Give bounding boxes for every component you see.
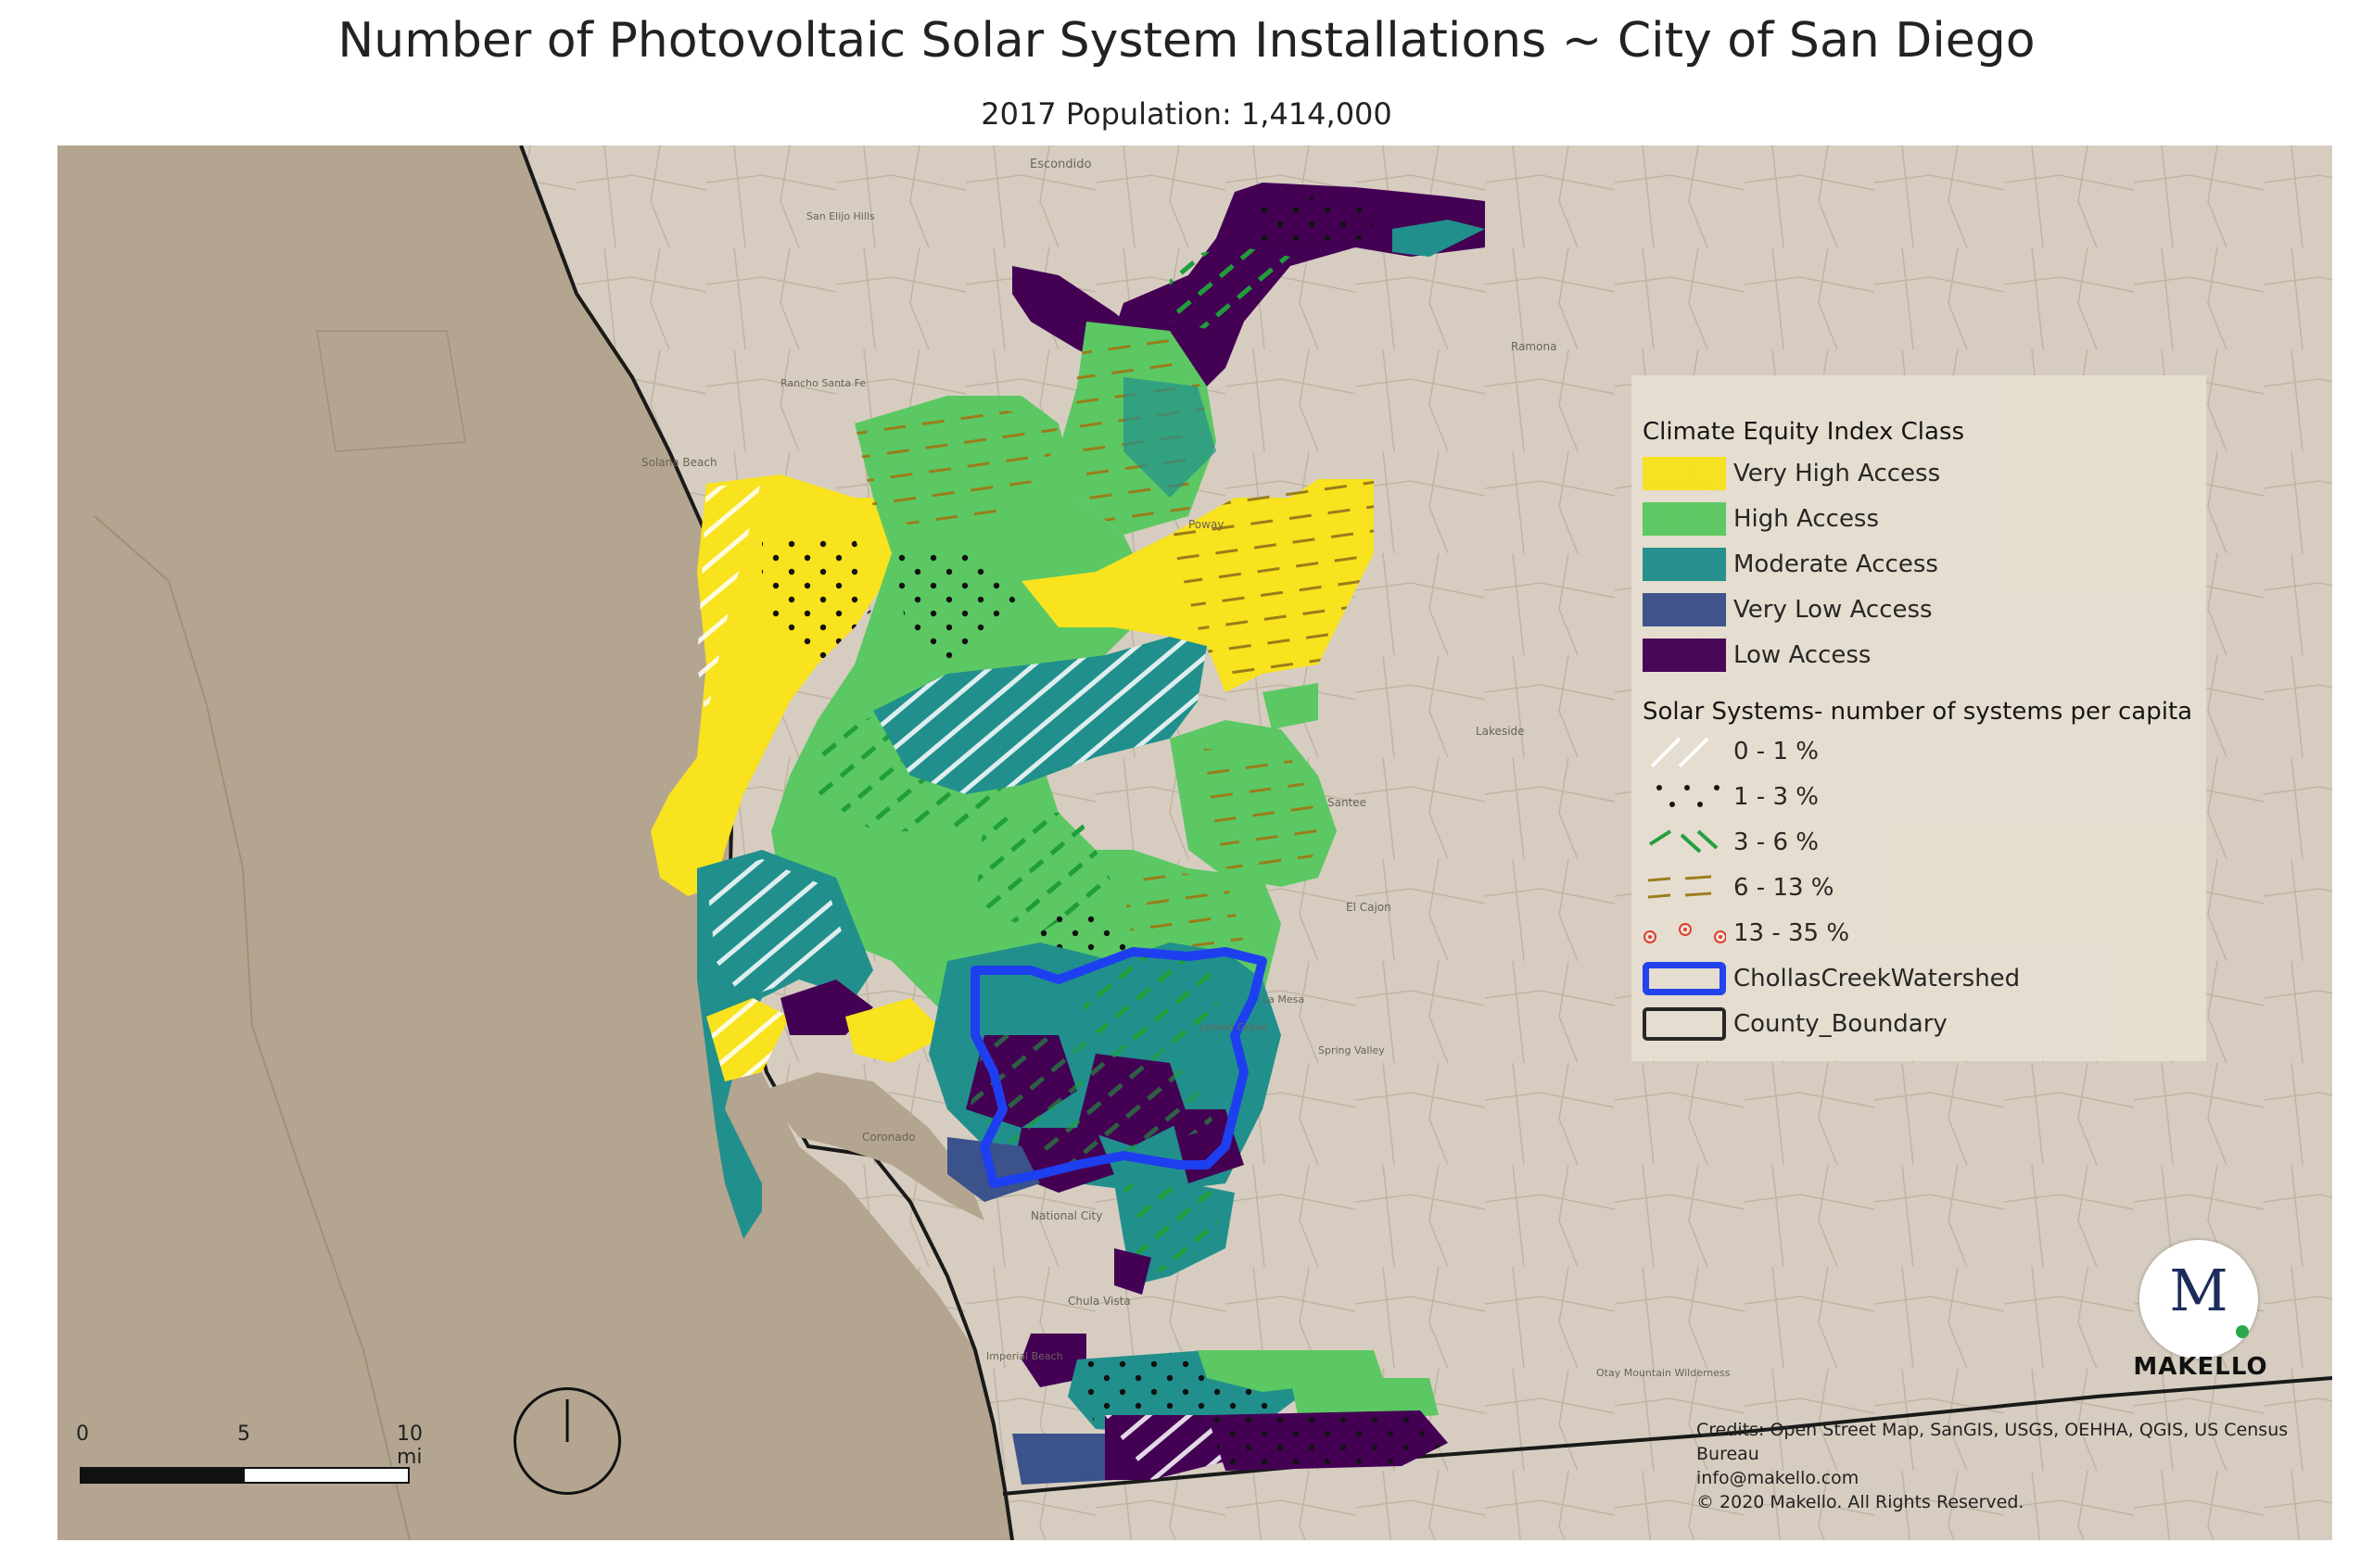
legend-label: Low Access [1733,641,1872,669]
place-label-coronado: Coronado [862,1131,916,1144]
legend-item-solar-6-13: 6 - 13 % [1643,869,1834,906]
place-label-lakeside: Lakeside [1476,725,1525,738]
zone-south-very-low-access [1012,1434,1114,1485]
place-label-la-mesa: La Mesa [1263,993,1305,1005]
place-label-poway: Poway [1188,518,1225,531]
legend-solar-title: Solar Systems- number of systems per cap… [1643,698,2193,726]
place-label-otay-mountain-wilderness: Otay Mountain Wilderness [1596,1367,1731,1379]
scale-tick-0: 0 [76,1423,89,1446]
legend-pattern-red-rings [1643,917,1727,950]
legend-item-moderate-access: Moderate Access [1643,546,1938,583]
legend-pattern-green-dashes [1643,826,1726,859]
legend-climate-title: Climate Equity Index Class [1643,418,1965,446]
legend-label: 1 - 3 % [1733,783,1819,811]
legend-label: ChollasCreekWatershed [1733,965,2021,993]
legend-item-solar-1-3: 1 - 3 % [1643,778,1819,816]
place-label-solana-beach: Solana Beach [641,456,717,469]
county-boundary-border [1002,1376,2332,1496]
logo-mark: M [2169,1257,2228,1324]
legend-label: Very High Access [1733,460,1941,487]
place-label-national-city: National City [1031,1209,1103,1222]
place-label-imperial-beach: Imperial Beach [986,1350,1063,1362]
legend-item-county-boundary: County_Boundary [1643,1005,1948,1043]
legend-label: County_Boundary [1733,1010,1948,1038]
place-label-spring-valley: Spring Valley [1318,1044,1385,1056]
scale-segment-white [243,1467,410,1484]
ocean-area [57,145,1012,1540]
scale-tick-5: 5 [237,1423,250,1446]
scale-bar: 0 5 10 mi [76,1423,428,1497]
legend-pattern-black-dots [1643,780,1726,814]
logo-text: MAKELLO [2133,1353,2268,1381]
credits-copyright: © 2020 Makello. All Rights Reserved. [1696,1492,2024,1512]
place-label-ramona: Ramona [1511,340,1557,353]
place-label-el-cajon: El Cajon [1346,901,1391,914]
map-subtitle: 2017 Population: 1,414,000 [981,96,1392,132]
legend-item-solar-13-35: 13 - 35 % [1643,915,1849,952]
map-credits: Credits: Open Street Map, SanGIS, USGS, … [1696,1418,2290,1514]
place-label-lemon-grove: Lemon Grove [1199,1021,1268,1033]
legend-swatch [1643,548,1726,581]
legend-swatch [1643,457,1726,490]
legend-label: High Access [1733,505,1880,533]
legend-item-high-access: High Access [1643,500,1879,537]
chollas-creek-watershed-outline [971,947,1267,1188]
place-label-rancho-santa-fe: Rancho Santa Fe [780,377,867,389]
scale-tick-10: 10 mi [397,1423,423,1469]
place-label-san-elijo-hills: San Elijo Hills [806,210,875,222]
legend-swatch [1643,639,1726,672]
map-title: Number of Photovoltaic Solar System Inst… [337,13,2036,69]
legend-pattern-olive-dashes [1643,871,1726,904]
legend-item-very-high-access: Very High Access [1643,455,1940,492]
legend-label: 13 - 35 % [1733,919,1850,947]
legend-label: 0 - 1 % [1733,738,1819,765]
legend-pattern-white-diagonal [1643,735,1726,768]
zone-south-low-access [1022,1334,1086,1387]
place-label-chula-vista: Chula Vista [1068,1295,1131,1308]
map-legend: Climate Equity Index Class Very High Acc… [1631,375,2206,1061]
credits-email: info@makello.com [1696,1468,1859,1488]
legend-label: Moderate Access [1733,550,1938,578]
place-label-escondido: Escondido [1030,158,1092,171]
legend-item-solar-0-1: 0 - 1 % [1643,733,1819,770]
logo-dot-icon [2236,1325,2249,1338]
legend-swatch [1643,962,1726,995]
north-arrow-icon [514,1387,621,1495]
scale-segment-black [80,1467,247,1484]
legend-item-solar-3-6: 3 - 6 % [1643,824,1819,861]
legend-label: Very Low Access [1733,596,1933,624]
legend-item-very-low-access: Very Low Access [1643,591,1933,628]
legend-label: 3 - 6 % [1733,828,1819,856]
legend-item-low-access: Low Access [1643,637,1871,674]
place-label-santee: Santee [1327,796,1367,809]
legend-item-chollas-creek-watershed: ChollasCreekWatershed [1643,960,2020,997]
legend-swatch [1643,502,1726,536]
legend-swatch [1643,593,1726,626]
credits-sources: Credits: Open Street Map, SanGIS, USGS, … [1696,1420,2289,1464]
makello-logo: M [2139,1240,2258,1359]
legend-swatch [1643,1007,1726,1041]
legend-label: 6 - 13 % [1733,874,1834,902]
